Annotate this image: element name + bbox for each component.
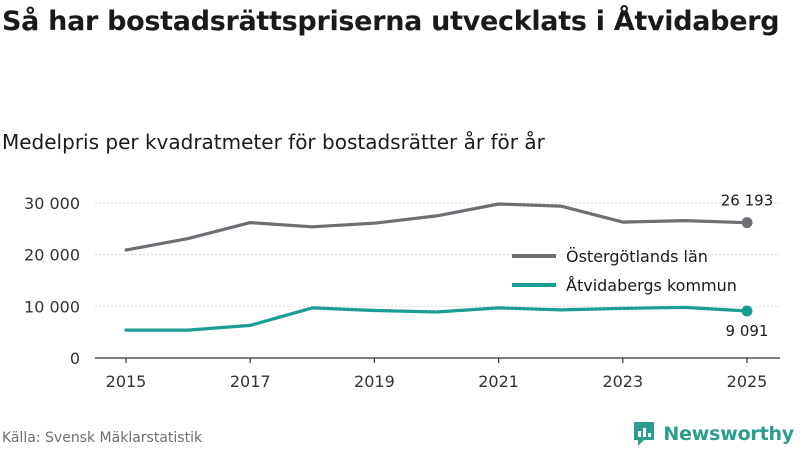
- y-axis: 0 10 000 20 000 30 000: [24, 194, 80, 368]
- y-tick-label: 10 000: [24, 297, 80, 316]
- series-line-0: [124, 202, 749, 252]
- newsworthy-icon: [634, 422, 655, 446]
- line-chart: 0 10 000 20 000 30 000 2015 2017 2019 2021 2023…: [24, 192, 780, 391]
- x-tick-label: 2023: [602, 372, 643, 391]
- x-tick-label: 2021: [478, 372, 519, 391]
- chart-title: Så har bostadsrättspriserna utvecklats i…: [2, 6, 780, 37]
- x-tick-label: 2025: [727, 372, 768, 391]
- brand-name: Newsworthy: [663, 423, 794, 445]
- y-tick-label: 20 000: [24, 246, 80, 265]
- legend-label-1: Åtvidabergs kommun: [566, 276, 737, 295]
- chart-subtitle: Medelpris per kvadratmeter för bostadsrä…: [2, 130, 545, 154]
- series-endpoint-0: [741, 217, 753, 229]
- series-end-label-1: 9 091: [726, 322, 769, 340]
- legend: Östergötlands län Åtvidabergs kommun: [512, 247, 737, 295]
- x-tick-label: 2015: [106, 372, 147, 391]
- x-tick-label: 2019: [354, 372, 395, 391]
- y-tick-label: 0: [70, 349, 80, 368]
- series-endpoint-1: [741, 305, 753, 317]
- legend-label-0: Östergötlands län: [566, 247, 708, 266]
- source-note: Källa: Svensk Mäklarstatistik: [2, 430, 203, 446]
- series-line-1: [124, 305, 749, 332]
- y-tick-label: 30 000: [24, 194, 80, 213]
- newsworthy-logo: Newsworthy: [632, 420, 794, 448]
- x-tick-label: 2017: [230, 372, 271, 391]
- x-axis: 2015 2017 2019 2021 2023 2025: [95, 357, 780, 391]
- series-end-label-0: 26 193: [721, 192, 774, 210]
- series-group: 26 193 9 091: [124, 192, 774, 340]
